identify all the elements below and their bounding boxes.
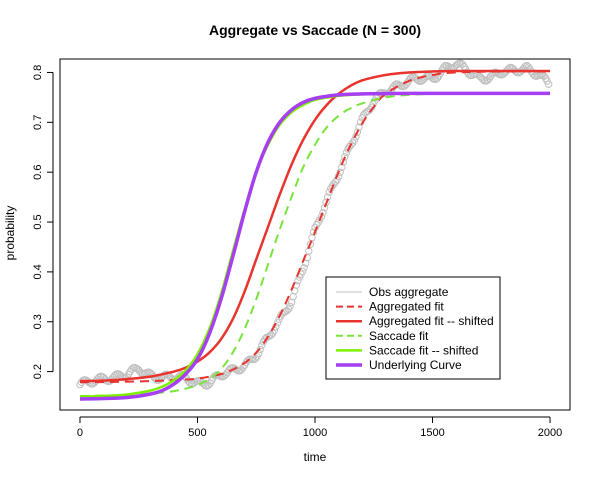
legend-box bbox=[325, 276, 501, 380]
data-point bbox=[256, 345, 264, 354]
y-tick-label: 0.6 bbox=[32, 165, 44, 180]
data-point bbox=[336, 168, 344, 177]
data-point bbox=[273, 319, 282, 327]
data-point bbox=[353, 128, 362, 136]
data-point bbox=[300, 264, 308, 272]
x-axis: 0 500 1000 1500 2000 bbox=[77, 416, 562, 439]
x-tick-label: 1500 bbox=[420, 427, 444, 439]
data-point bbox=[258, 341, 266, 349]
legend-label: Obs aggregate bbox=[369, 285, 449, 299]
y-tick-label: 0.3 bbox=[32, 314, 44, 329]
series-line bbox=[79, 91, 550, 401]
x-tick-label: 2000 bbox=[538, 427, 562, 439]
legend-label: Aggregated fit bbox=[369, 300, 444, 314]
data-point bbox=[325, 188, 333, 197]
y-tick-label: 0.4 bbox=[32, 264, 44, 279]
y-tick-label: 0.2 bbox=[32, 364, 44, 379]
data-point bbox=[289, 292, 297, 301]
x-tick-label: 500 bbox=[188, 427, 206, 439]
data-point bbox=[251, 355, 260, 363]
data-layer bbox=[76, 59, 553, 401]
data-point bbox=[342, 148, 351, 157]
data-point bbox=[291, 287, 299, 295]
data-point bbox=[294, 277, 302, 285]
data-point bbox=[320, 204, 329, 212]
series-line bbox=[79, 69, 550, 383]
y-tick-label: 0.7 bbox=[32, 115, 44, 130]
plot-frame bbox=[59, 58, 571, 411]
data-point bbox=[331, 178, 340, 186]
legend-label: Saccade fit -- shifted bbox=[369, 343, 478, 357]
series-line bbox=[79, 92, 550, 397]
data-point bbox=[309, 228, 318, 236]
y-tick-label: 0.8 bbox=[32, 65, 44, 80]
data-point bbox=[545, 80, 553, 88]
data-point bbox=[341, 153, 349, 161]
data-point bbox=[366, 105, 374, 114]
legend-label: Underlying Curve bbox=[369, 358, 462, 372]
legend-label: Saccade fit bbox=[369, 329, 429, 343]
y-tick-label: 0.5 bbox=[32, 214, 44, 229]
x-tick-label: 0 bbox=[77, 427, 83, 439]
x-axis-label: time bbox=[304, 450, 327, 464]
chart-title: Aggregate vs Saccade (N = 300) bbox=[209, 22, 421, 38]
y-axis-label: probability bbox=[3, 206, 17, 261]
data-point bbox=[319, 209, 327, 217]
y-axis: 0.2 0.3 0.4 0.5 0.6 0.7 0.8 bbox=[32, 65, 54, 379]
x-tick-label: 1000 bbox=[303, 427, 327, 439]
data-point bbox=[286, 302, 294, 310]
legend-label: Aggregated fit -- shifted bbox=[369, 314, 494, 328]
